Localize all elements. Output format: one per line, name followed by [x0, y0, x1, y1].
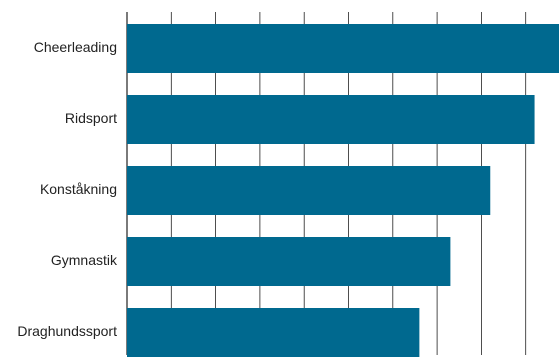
category-label: Cheerleading	[34, 39, 117, 55]
category-label: Gymnastik	[51, 252, 118, 268]
bar-ridsport	[127, 95, 535, 144]
category-labels: Cheerleading Ridsport Konståkning Gymnastik…	[17, 39, 118, 339]
category-label: Konståkning	[40, 181, 117, 197]
category-label: Ridsport	[65, 110, 117, 126]
bar-gymnastik	[127, 237, 451, 286]
category-label: Draghundssport	[17, 323, 117, 339]
bars	[127, 24, 559, 357]
bar-cheerleading	[127, 24, 559, 73]
bar-draghundssport	[127, 308, 420, 357]
bar-konst-kning	[127, 166, 491, 215]
